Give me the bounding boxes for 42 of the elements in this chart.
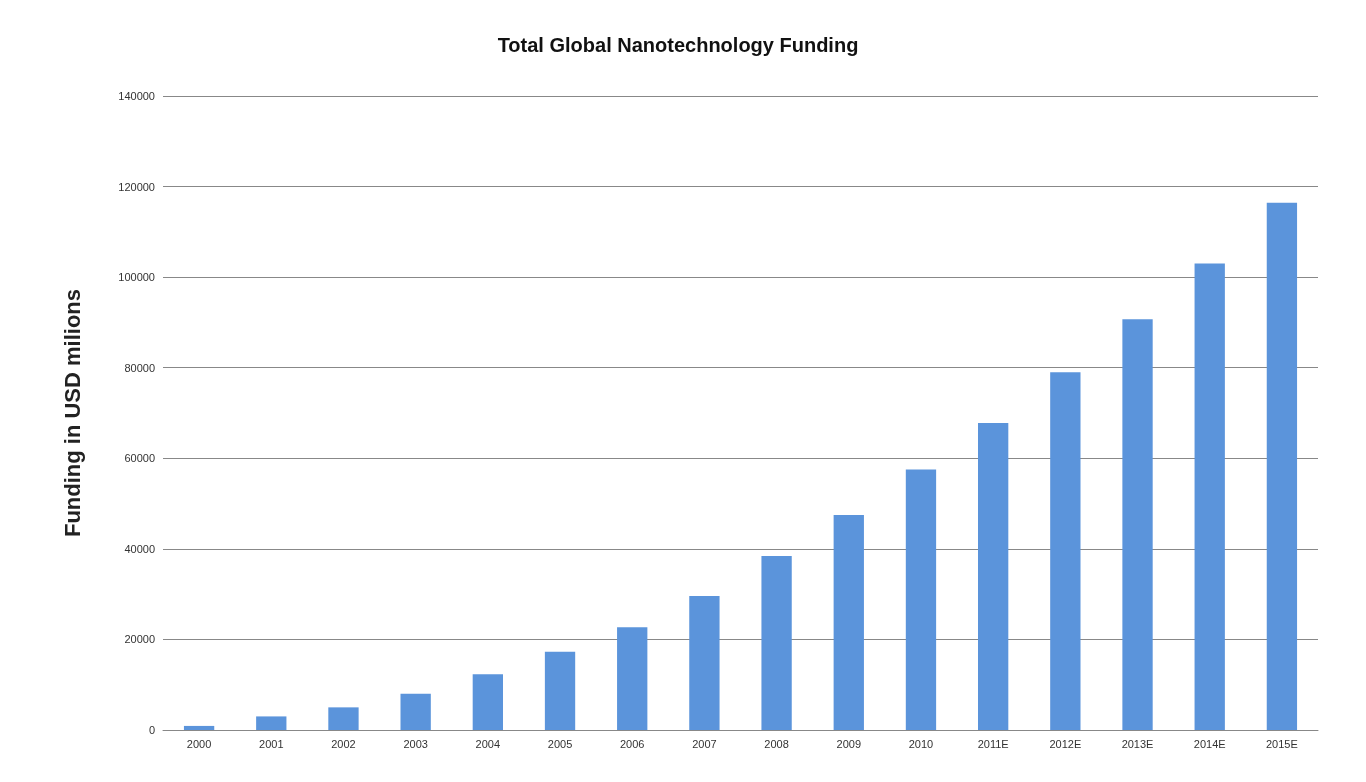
y-tick-label: 60000 — [124, 452, 155, 465]
x-tick-label: 2011E — [977, 737, 1009, 750]
bar — [256, 716, 287, 730]
y-tick-label: 140000 — [118, 90, 155, 102]
bar — [689, 595, 720, 730]
bar — [1122, 319, 1153, 730]
x-tick-label: 2006 — [619, 737, 645, 750]
x-tick-label: 2008 — [764, 737, 789, 750]
y-tick-label: 0 — [148, 724, 155, 736]
bar — [1266, 202, 1298, 730]
y-tick-label: 20000 — [124, 633, 155, 646]
bar — [761, 556, 792, 730]
x-tick-label: 2014E — [1193, 737, 1226, 750]
x-tick-label: 2010 — [908, 737, 934, 750]
x-tick-label: 2005 — [547, 737, 573, 750]
bar — [905, 469, 937, 730]
x-tick-label: 2015E — [1266, 737, 1298, 750]
y-tick-label: 120000 — [118, 180, 155, 193]
x-tick-label: 2003 — [403, 737, 428, 750]
bar — [1194, 263, 1225, 730]
bar — [183, 725, 215, 730]
y-tick-label: 40000 — [124, 542, 155, 555]
x-tick-label: 2013E — [1121, 737, 1154, 750]
bar — [544, 651, 576, 730]
x-tick-label: 2004 — [475, 737, 501, 750]
chart-title: Total Global Nanotechnology Funding — [497, 34, 859, 56]
x-tick-label: 2002 — [331, 737, 356, 750]
bar — [1050, 372, 1081, 730]
bar — [617, 627, 648, 730]
x-tick-label: 2000 — [186, 737, 212, 750]
bar — [833, 514, 864, 730]
x-tick-label: 2012E — [1049, 737, 1082, 750]
x-tick-label: 2001 — [259, 737, 284, 750]
y-axis-title: Funding in USD milions — [59, 288, 85, 538]
x-tick-label: 2007 — [692, 737, 717, 750]
bar — [978, 422, 1009, 730]
bar — [328, 707, 359, 730]
y-tick-label: 100000 — [118, 271, 155, 284]
bar — [400, 693, 431, 730]
bar — [472, 674, 503, 730]
y-tick-label: 80000 — [124, 361, 155, 374]
x-tick-label: 2009 — [836, 737, 862, 750]
